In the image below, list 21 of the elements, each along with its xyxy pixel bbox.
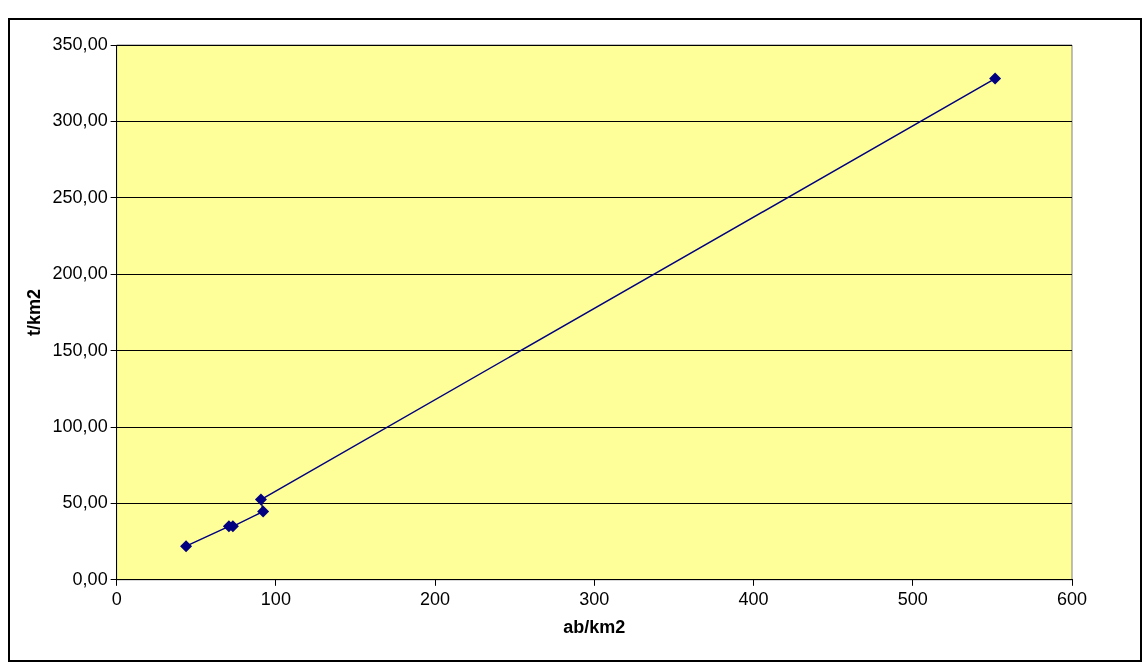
point: [254, 493, 267, 506]
x-tick-label: 400: [738, 588, 769, 609]
x-tick-label: 100: [260, 588, 291, 609]
y-axis-title: t/km2: [23, 288, 44, 336]
x-tick-label: 600: [1056, 588, 1088, 609]
y-tick-label: 0,00: [72, 568, 108, 589]
y-tick-label: 100,00: [52, 415, 108, 436]
y-tick-label: 200,00: [52, 263, 108, 284]
y-tick-label: 300,00: [52, 110, 108, 131]
x-tick-label: 0: [111, 588, 122, 609]
x-tick-label: 500: [897, 588, 928, 609]
y-tick-label: 350,00: [52, 33, 108, 54]
y-tick-label: 50,00: [62, 492, 108, 513]
y-tick-label: 150,00: [52, 339, 108, 360]
y-tick-label: 250,00: [52, 186, 108, 207]
point: [180, 540, 193, 553]
point: [989, 72, 1002, 85]
point: [257, 505, 270, 518]
x-axis-title: ab/km2: [563, 617, 626, 638]
x-tick-label: 200: [420, 588, 451, 609]
x-tick-label: 300: [579, 588, 610, 609]
